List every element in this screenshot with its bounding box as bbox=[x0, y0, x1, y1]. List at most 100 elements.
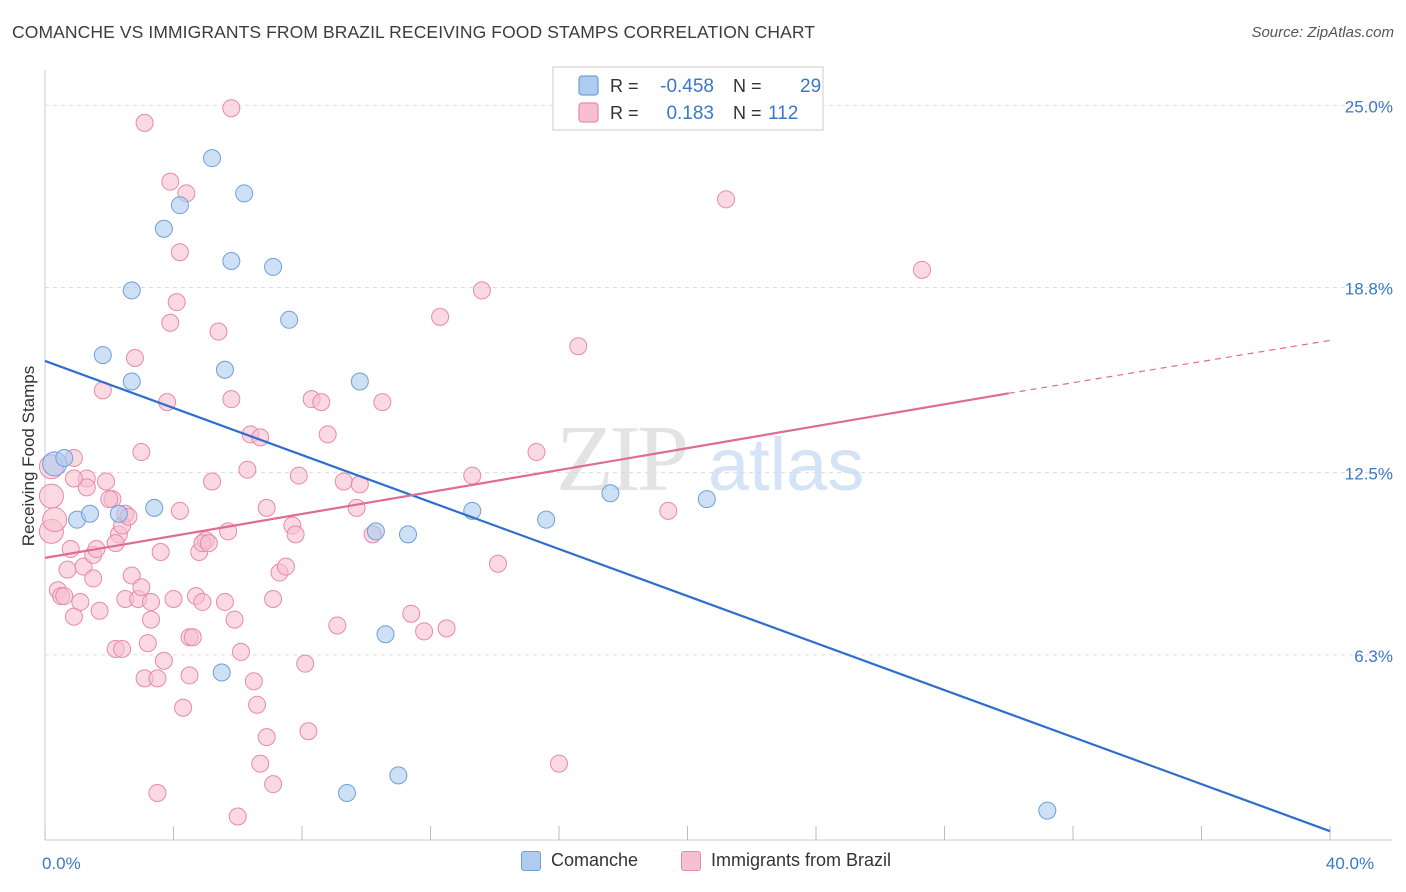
comanche-point-7 bbox=[122, 372, 141, 391]
brazil-point-59 bbox=[215, 592, 234, 611]
brazil-point-1 bbox=[38, 483, 64, 509]
comanche-point-9 bbox=[154, 219, 173, 238]
comanche-point-15 bbox=[235, 184, 254, 203]
legend-swatch-comanche bbox=[578, 75, 599, 96]
legend-n-label-2: N = bbox=[733, 103, 762, 123]
trend-lines bbox=[44, 339, 1331, 833]
legend-swatch-brazil bbox=[681, 850, 701, 871]
brazil-point-64 bbox=[228, 807, 247, 826]
brazil-point-35 bbox=[138, 634, 157, 653]
comanche-point-1 bbox=[55, 448, 74, 467]
y-tick-label-0: 6.3% bbox=[1354, 647, 1393, 666]
brazil-point-28 bbox=[122, 566, 141, 585]
grid-layer bbox=[45, 104, 1392, 656]
brazil-point-110 bbox=[142, 592, 161, 611]
brazil-point-58 bbox=[209, 322, 228, 341]
comanche-point-22 bbox=[389, 766, 408, 785]
brazil-point-102 bbox=[717, 190, 736, 209]
legend-r-label-1: R = bbox=[610, 76, 639, 96]
legend-bottom: Comanche Immigrants from Brazil bbox=[0, 850, 1406, 880]
legend-label-comanche: Comanche bbox=[551, 850, 639, 870]
comanche-point-6 bbox=[122, 281, 141, 300]
brazil-point-76 bbox=[276, 557, 295, 576]
brazil-point-78 bbox=[286, 525, 305, 544]
brazil-point-51 bbox=[180, 666, 199, 685]
trend-line-brazil bbox=[44, 392, 1009, 559]
brazil-point-11 bbox=[71, 592, 90, 611]
brazil-point-94 bbox=[437, 619, 456, 638]
legend-item-comanche: Comanche bbox=[521, 850, 638, 871]
brazil-point-73 bbox=[264, 590, 283, 609]
brazil-point-95 bbox=[463, 466, 482, 485]
legend-r-label-2: R = bbox=[610, 103, 639, 123]
comanche-point-5 bbox=[109, 504, 128, 523]
brazil-point-6 bbox=[55, 587, 74, 606]
brazil-point-79 bbox=[289, 466, 308, 485]
y-tick-label-3: 25.0% bbox=[1345, 97, 1393, 116]
comanche-point-13 bbox=[215, 360, 234, 379]
comanche-point-23 bbox=[399, 525, 418, 544]
y-tick-label-1: 12.5% bbox=[1345, 465, 1393, 484]
brazil-point-81 bbox=[299, 722, 318, 741]
comanche-point-18 bbox=[337, 783, 356, 802]
legend-n-label-1: N = bbox=[733, 76, 762, 96]
brazil-point-87 bbox=[347, 498, 366, 517]
legend-item-brazil: Immigrants from Brazil bbox=[681, 850, 891, 871]
comanche-point-25 bbox=[537, 510, 556, 529]
brazil-point-33 bbox=[135, 113, 154, 132]
brazil-point-31 bbox=[132, 443, 151, 462]
comanche-point-4 bbox=[93, 346, 112, 365]
comanche-point-16 bbox=[264, 257, 283, 276]
brazil-point-92 bbox=[415, 622, 434, 641]
brazil-point-63 bbox=[225, 610, 244, 629]
brazil-point-46 bbox=[170, 501, 189, 520]
brazil-point-19 bbox=[97, 472, 116, 491]
comanche-point-27 bbox=[697, 490, 716, 509]
brazil-point-83 bbox=[312, 393, 331, 412]
brazil-point-97 bbox=[488, 554, 507, 573]
brazil-point-90 bbox=[373, 393, 392, 412]
brazil-point-37 bbox=[148, 783, 167, 802]
brazil-point-62 bbox=[222, 99, 241, 118]
brazil-point-100 bbox=[569, 337, 588, 356]
watermark-atlas: atlas bbox=[708, 423, 864, 506]
comanche-point-20 bbox=[366, 522, 385, 541]
brazil-point-36 bbox=[142, 610, 161, 629]
legend-label-brazil: Immigrants from Brazil bbox=[711, 850, 892, 870]
brazil-point-52 bbox=[183, 628, 202, 647]
y-axis-label: Receiving Food Stamps bbox=[19, 366, 38, 546]
x-tick-label-1: 40.0% bbox=[1326, 854, 1374, 873]
brazil-point-29 bbox=[125, 349, 144, 368]
brazil-point-14 bbox=[77, 478, 96, 497]
brazil-point-109 bbox=[84, 569, 103, 588]
brazil-point-65 bbox=[231, 642, 250, 661]
brazil-point-12 bbox=[74, 557, 93, 576]
comanche-point-21 bbox=[376, 625, 395, 644]
comanche-point-17 bbox=[280, 310, 299, 329]
brazil-point-106 bbox=[199, 534, 218, 553]
brazil-point-61 bbox=[222, 390, 241, 409]
comanche-point-26 bbox=[601, 484, 620, 503]
brazil-point-86 bbox=[334, 472, 353, 491]
comanche-point-11 bbox=[203, 149, 222, 168]
brazil-point-80 bbox=[296, 654, 315, 673]
x-tick-label-0: 0.0% bbox=[42, 854, 81, 873]
tick-labels: 6.3% 12.5% 18.8% 25.0% 0.0% 40.0% bbox=[42, 97, 1393, 873]
brazil-point-32 bbox=[132, 578, 151, 597]
comanche-point-28 bbox=[1038, 801, 1057, 820]
brazil-point-108 bbox=[64, 469, 83, 488]
brazil-point-96 bbox=[472, 281, 491, 300]
brazil-point-71 bbox=[257, 498, 276, 517]
brazil-point-40 bbox=[154, 651, 173, 670]
brazil-point-70 bbox=[251, 754, 270, 773]
brazil-point-38 bbox=[148, 669, 167, 688]
legend-n-value-2: 112 bbox=[768, 103, 798, 124]
brazil-point-85 bbox=[328, 616, 347, 635]
brazil-point-24 bbox=[113, 639, 132, 658]
comanche-point-8 bbox=[145, 498, 164, 517]
brazil-point-84 bbox=[318, 425, 337, 444]
legend-top: R = -0.458 N = 29 R = 0.183 N = 112 bbox=[552, 66, 824, 131]
chart-title: COMANCHE VS IMMIGRANTS FROM BRAZIL RECEI… bbox=[12, 22, 816, 42]
brazil-point-72 bbox=[257, 728, 276, 747]
